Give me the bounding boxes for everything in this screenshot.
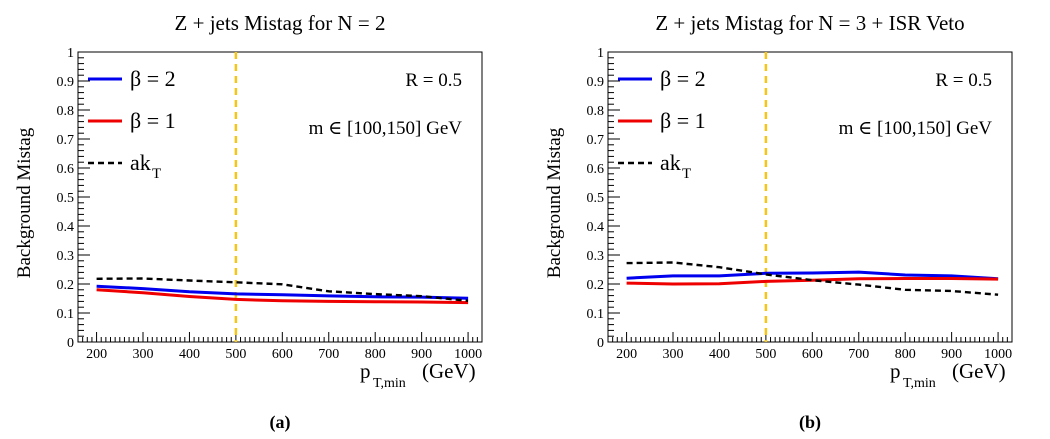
y-tick-label: 0.4 xyxy=(587,220,605,235)
series-line-2 xyxy=(626,261,999,296)
y-tick-label: 0.4 xyxy=(57,220,75,235)
y-tick-label: 0.5 xyxy=(57,191,75,206)
x-tick-label: 500 xyxy=(225,347,246,362)
chart-b: Z + jets Mistag for N = 3 + ISR Veto 0 0.1… xyxy=(544,11,1013,433)
x-tick-label: 400 xyxy=(179,347,200,362)
series-line-1 xyxy=(96,288,469,305)
annotation-mass-window: m ∈ [100,150] GeV xyxy=(839,118,993,139)
series-line-0 xyxy=(96,284,469,300)
x-tick-label: 300 xyxy=(663,347,684,362)
x-axis-label: p xyxy=(890,359,901,383)
legend-label-2: ak xyxy=(130,150,151,175)
chart-panel-a: Z + jets Mistag for N = 2 0 0.1 0.2 0.3 0.4 0.… xyxy=(0,0,520,439)
y-tick-label: 0.7 xyxy=(587,133,605,148)
chart-title: Z + jets Mistag for N = 2 xyxy=(175,11,386,35)
y-tick-label: 0.2 xyxy=(57,278,75,293)
annotation-radius: R = 0.5 xyxy=(405,70,462,91)
x-tick-label: 900 xyxy=(941,347,962,362)
chart-title: Z + jets Mistag for N = 3 + ISR Veto xyxy=(655,11,964,35)
y-axis-label: Background Mistag xyxy=(544,127,565,278)
y-tick-label: 0.7 xyxy=(57,133,75,148)
y-tick-label: 1 xyxy=(597,46,604,61)
x-axis-label-unit: (GeV) xyxy=(952,359,1006,383)
chart-a: Z + jets Mistag for N = 2 0 0.1 0.2 0.3 0.4 0.… xyxy=(14,11,483,433)
legend-label-sub-2: T xyxy=(152,166,161,182)
y-tick-label: 0.8 xyxy=(57,104,75,119)
legend-label-0: β = 2 xyxy=(130,66,176,91)
x-tick-label: 700 xyxy=(318,347,339,362)
y-tick-label: 0.5 xyxy=(587,191,605,206)
x-tick-label: 600 xyxy=(272,347,293,362)
y-tick-label: 0.9 xyxy=(587,75,605,90)
y-tick-label: 0.1 xyxy=(587,307,605,322)
y-tick-label: 0.2 xyxy=(587,278,605,293)
legend-label-2: ak xyxy=(660,150,681,175)
y-tick-label: 0.3 xyxy=(587,249,605,264)
x-tick-label: 300 xyxy=(133,347,154,362)
y-tick-label: 0 xyxy=(597,336,604,351)
annotation-radius: R = 0.5 xyxy=(935,70,992,91)
x-tick-label: 200 xyxy=(86,347,107,362)
series-line-0 xyxy=(626,270,999,281)
x-tick-label: 800 xyxy=(895,347,916,362)
plot-frame xyxy=(607,51,1013,343)
x-tick-label: 900 xyxy=(411,347,432,362)
x-tick-label: 600 xyxy=(802,347,823,362)
y-tick-label: 0.8 xyxy=(587,104,605,119)
legend-label-0: β = 2 xyxy=(660,66,706,91)
y-tick-label: 0.1 xyxy=(57,307,75,322)
x-axis-label-sub: T,min xyxy=(903,376,936,391)
panel-caption: (a) xyxy=(270,412,291,433)
legend-label-1: β = 1 xyxy=(130,108,176,133)
y-axis-label: Background Mistag xyxy=(14,127,35,278)
series-line-1 xyxy=(626,277,999,286)
x-axis-label-sub: T,min xyxy=(373,376,406,391)
series-line-2 xyxy=(96,277,469,302)
chart-panel-b: Z + jets Mistag for N = 3 + ISR Veto 0 0.1… xyxy=(530,0,1050,439)
y-tick-label: 0.3 xyxy=(57,249,75,264)
x-tick-label: 1000 xyxy=(454,347,482,362)
x-tick-label: 400 xyxy=(709,347,730,362)
x-axis-label-unit: (GeV) xyxy=(422,359,476,383)
y-tick-label: 0 xyxy=(67,336,74,351)
x-tick-label: 200 xyxy=(616,347,637,362)
y-tick-label: 0.6 xyxy=(57,162,75,177)
x-axis-label: p xyxy=(360,359,371,383)
y-tick-label: 0.9 xyxy=(57,75,75,90)
x-tick-label: 700 xyxy=(848,347,869,362)
legend-label-1: β = 1 xyxy=(660,108,706,133)
panel-caption: (b) xyxy=(799,412,821,433)
x-tick-label: 800 xyxy=(365,347,386,362)
y-tick-label: 1 xyxy=(67,46,74,61)
legend-label-sub-2: T xyxy=(682,166,691,182)
x-tick-label: 500 xyxy=(755,347,776,362)
y-tick-label: 0.6 xyxy=(587,162,605,177)
x-tick-label: 1000 xyxy=(984,347,1012,362)
annotation-mass-window: m ∈ [100,150] GeV xyxy=(309,118,463,139)
